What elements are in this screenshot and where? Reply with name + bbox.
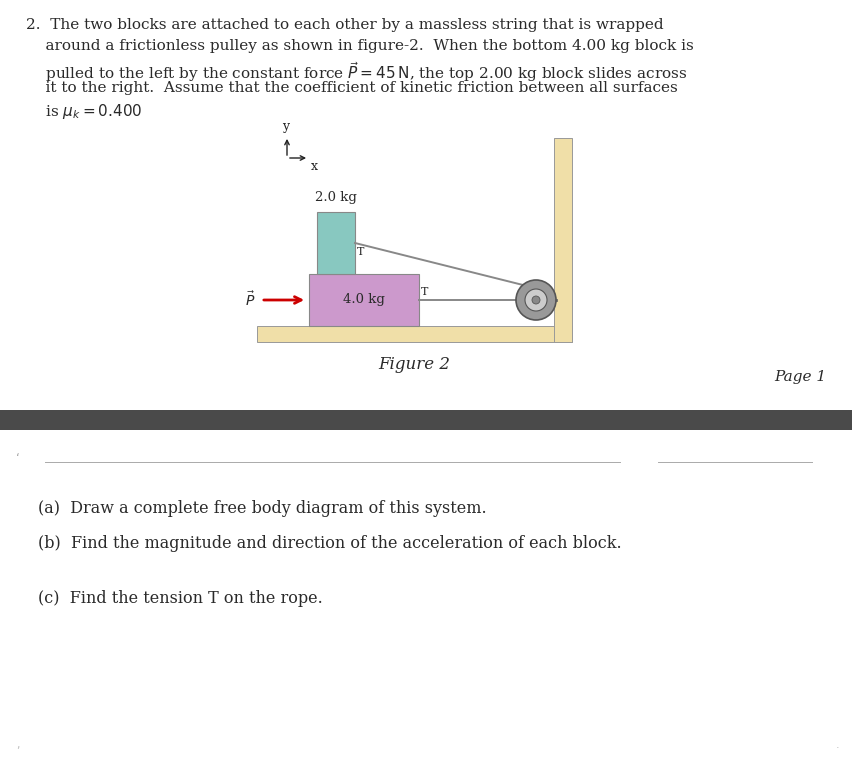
Text: ‘: ‘ [16, 452, 20, 465]
Text: y: y [282, 120, 290, 133]
Text: Figure 2: Figure 2 [378, 356, 451, 373]
Text: 4.0 kg: 4.0 kg [343, 293, 385, 306]
Bar [554, 138, 572, 342]
Bar [309, 274, 419, 326]
Text: (b)  Find the magnitude and direction of the acceleration of each block.: (b) Find the magnitude and direction of … [38, 535, 622, 552]
Text: (c)  Find the tension T on the rope.: (c) Find the tension T on the rope. [38, 590, 323, 607]
Circle shape [525, 289, 547, 311]
Text: 2.  The two blocks are attached to each other by a massless string that is wrapp: 2. The two blocks are attached to each o… [26, 18, 664, 32]
Text: 2.0 kg: 2.0 kg [315, 191, 357, 204]
Bar [0, 410, 852, 430]
Text: ,: , [16, 740, 20, 750]
Bar [317, 212, 355, 274]
Text: is $\mu_k=0.400$: is $\mu_k=0.400$ [26, 102, 142, 121]
Text: pulled to the left by the constant force $\vec{P}=45\,\mathrm{N}$, the top 2.00 : pulled to the left by the constant force… [26, 60, 688, 84]
Text: Page 1: Page 1 [774, 370, 826, 384]
Text: (a)  Draw a complete free body diagram of this system.: (a) Draw a complete free body diagram of… [38, 500, 486, 517]
Bar [257, 326, 572, 342]
Text: T: T [357, 247, 365, 257]
Text: .: . [836, 740, 840, 750]
Circle shape [516, 280, 556, 320]
Text: $\vec{P}$: $\vec{P}$ [245, 290, 255, 309]
Text: around a frictionless pulley as shown in figure-2.  When the bottom 4.00 kg bloc: around a frictionless pulley as shown in… [26, 39, 694, 53]
Circle shape [532, 296, 540, 304]
Text: x: x [311, 160, 318, 173]
Text: it to the right.  Assume that the coefficient of kinetic friction between all su: it to the right. Assume that the coeffic… [26, 81, 677, 95]
Text: T: T [421, 287, 429, 297]
